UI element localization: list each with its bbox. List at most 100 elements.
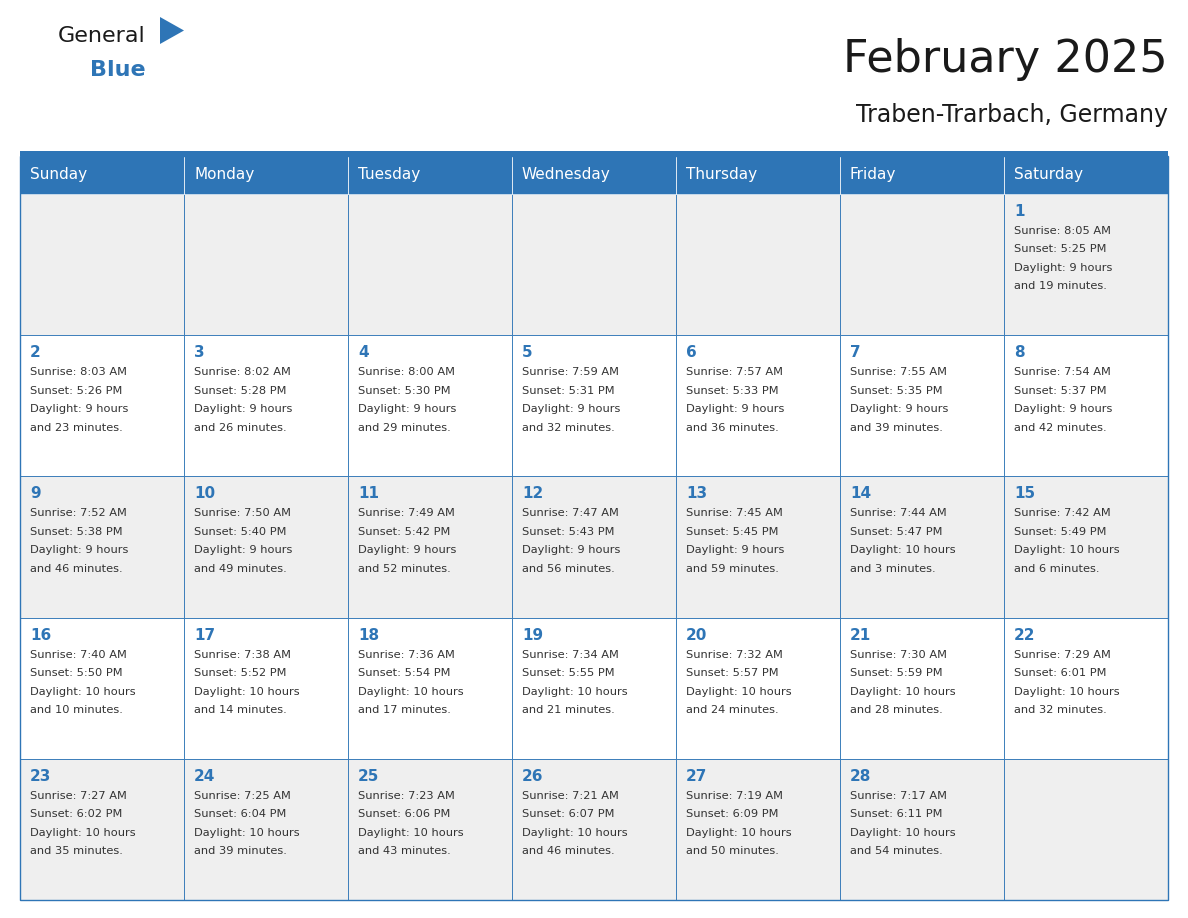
Text: Daylight: 10 hours: Daylight: 10 hours (685, 687, 791, 697)
Bar (512, 156, 676, 194)
Text: Daylight: 9 hours: Daylight: 9 hours (1015, 263, 1112, 273)
Text: Sunset: 5:43 PM: Sunset: 5:43 PM (522, 527, 614, 537)
Text: and 36 minutes.: and 36 minutes. (685, 422, 779, 432)
Bar (840, 335, 1004, 476)
Text: and 43 minutes.: and 43 minutes. (358, 846, 450, 856)
Text: Sunset: 5:54 PM: Sunset: 5:54 PM (358, 668, 450, 678)
Text: Sunset: 5:59 PM: Sunset: 5:59 PM (849, 668, 942, 678)
Text: 1: 1 (1015, 204, 1024, 219)
Text: Daylight: 10 hours: Daylight: 10 hours (685, 828, 791, 838)
Text: Sunset: 6:07 PM: Sunset: 6:07 PM (522, 810, 614, 819)
Text: Daylight: 9 hours: Daylight: 9 hours (358, 545, 456, 555)
Text: Daylight: 9 hours: Daylight: 9 hours (30, 545, 128, 555)
Text: Daylight: 9 hours: Daylight: 9 hours (194, 404, 292, 414)
Text: Sunrise: 7:19 AM: Sunrise: 7:19 AM (685, 790, 783, 800)
Text: Sunrise: 7:34 AM: Sunrise: 7:34 AM (522, 650, 619, 660)
Text: Sunrise: 7:54 AM: Sunrise: 7:54 AM (1015, 367, 1111, 377)
Text: Sunset: 5:33 PM: Sunset: 5:33 PM (685, 386, 778, 396)
Text: Sunrise: 7:57 AM: Sunrise: 7:57 AM (685, 367, 783, 377)
Text: Daylight: 9 hours: Daylight: 9 hours (30, 404, 128, 414)
Text: Sunset: 5:31 PM: Sunset: 5:31 PM (522, 386, 614, 396)
Text: Sunset: 6:01 PM: Sunset: 6:01 PM (1015, 668, 1106, 678)
Text: 27: 27 (685, 768, 707, 784)
Text: Daylight: 10 hours: Daylight: 10 hours (358, 687, 463, 697)
Text: Sunrise: 7:45 AM: Sunrise: 7:45 AM (685, 509, 783, 519)
Bar (840, 156, 1004, 194)
Text: Sunrise: 7:49 AM: Sunrise: 7:49 AM (358, 509, 455, 519)
Text: Daylight: 10 hours: Daylight: 10 hours (30, 687, 135, 697)
Text: 6: 6 (685, 345, 696, 360)
Text: Sunrise: 7:32 AM: Sunrise: 7:32 AM (685, 650, 783, 660)
Text: Daylight: 10 hours: Daylight: 10 hours (1015, 687, 1119, 697)
Text: and 54 minutes.: and 54 minutes. (849, 846, 943, 856)
Text: Sunrise: 7:36 AM: Sunrise: 7:36 AM (358, 650, 455, 660)
Text: Friday: Friday (849, 167, 897, 183)
Text: Sunrise: 7:30 AM: Sunrise: 7:30 AM (849, 650, 947, 660)
Text: 17: 17 (194, 628, 215, 643)
Bar (840, 759, 1004, 900)
Bar (348, 759, 512, 900)
Text: Sunrise: 7:25 AM: Sunrise: 7:25 AM (194, 790, 291, 800)
Bar (348, 335, 512, 476)
Text: Sunset: 5:26 PM: Sunset: 5:26 PM (30, 386, 122, 396)
Text: and 59 minutes.: and 59 minutes. (685, 564, 779, 574)
Text: 18: 18 (358, 628, 379, 643)
Text: 16: 16 (30, 628, 51, 643)
Text: and 28 minutes.: and 28 minutes. (849, 705, 943, 715)
Bar (20, 156, 1168, 900)
Bar (20, 618, 184, 759)
Text: Daylight: 10 hours: Daylight: 10 hours (849, 828, 955, 838)
Bar (184, 618, 348, 759)
Text: Sunset: 6:04 PM: Sunset: 6:04 PM (194, 810, 286, 819)
Bar (676, 759, 840, 900)
Bar (676, 335, 840, 476)
Text: Sunrise: 7:40 AM: Sunrise: 7:40 AM (30, 650, 127, 660)
Text: and 39 minutes.: and 39 minutes. (849, 422, 943, 432)
Text: and 50 minutes.: and 50 minutes. (685, 846, 779, 856)
Text: Daylight: 9 hours: Daylight: 9 hours (849, 404, 948, 414)
Text: Daylight: 9 hours: Daylight: 9 hours (522, 404, 620, 414)
Text: Sunset: 5:37 PM: Sunset: 5:37 PM (1015, 386, 1107, 396)
Text: Sunrise: 8:00 AM: Sunrise: 8:00 AM (358, 367, 455, 377)
Bar (20, 151, 1168, 156)
Bar (512, 759, 676, 900)
Text: Sunset: 5:57 PM: Sunset: 5:57 PM (685, 668, 778, 678)
Text: and 39 minutes.: and 39 minutes. (194, 846, 286, 856)
Text: and 46 minutes.: and 46 minutes. (522, 846, 614, 856)
Text: Sunrise: 7:27 AM: Sunrise: 7:27 AM (30, 790, 127, 800)
Bar (512, 476, 676, 618)
Text: and 56 minutes.: and 56 minutes. (522, 564, 614, 574)
Text: 25: 25 (358, 768, 379, 784)
Text: Daylight: 9 hours: Daylight: 9 hours (685, 404, 784, 414)
Text: Tuesday: Tuesday (358, 167, 421, 183)
Text: 14: 14 (849, 487, 871, 501)
Bar (840, 476, 1004, 618)
Text: Sunrise: 7:59 AM: Sunrise: 7:59 AM (522, 367, 619, 377)
Text: Blue: Blue (90, 60, 146, 80)
Text: Saturday: Saturday (1015, 167, 1083, 183)
Text: Sunset: 5:30 PM: Sunset: 5:30 PM (358, 386, 450, 396)
Text: Sunset: 5:47 PM: Sunset: 5:47 PM (849, 527, 942, 537)
Bar (184, 335, 348, 476)
Text: Sunrise: 7:42 AM: Sunrise: 7:42 AM (1015, 509, 1111, 519)
Bar (1004, 618, 1168, 759)
Text: Sunday: Sunday (30, 167, 87, 183)
Text: Daylight: 9 hours: Daylight: 9 hours (522, 545, 620, 555)
Text: and 49 minutes.: and 49 minutes. (194, 564, 286, 574)
Text: Sunset: 5:38 PM: Sunset: 5:38 PM (30, 527, 122, 537)
Bar (1004, 194, 1168, 335)
Bar (1004, 335, 1168, 476)
Bar (676, 156, 840, 194)
Text: Sunrise: 7:52 AM: Sunrise: 7:52 AM (30, 509, 127, 519)
Text: and 14 minutes.: and 14 minutes. (194, 705, 286, 715)
Text: Sunset: 5:28 PM: Sunset: 5:28 PM (194, 386, 286, 396)
Text: and 3 minutes.: and 3 minutes. (849, 564, 936, 574)
Text: and 26 minutes.: and 26 minutes. (194, 422, 286, 432)
Bar (184, 759, 348, 900)
Text: Sunset: 6:06 PM: Sunset: 6:06 PM (358, 810, 450, 819)
Text: Daylight: 10 hours: Daylight: 10 hours (194, 828, 299, 838)
Text: Daylight: 10 hours: Daylight: 10 hours (30, 828, 135, 838)
Polygon shape (160, 17, 184, 44)
Text: Sunrise: 7:55 AM: Sunrise: 7:55 AM (849, 367, 947, 377)
Text: and 35 minutes.: and 35 minutes. (30, 846, 122, 856)
